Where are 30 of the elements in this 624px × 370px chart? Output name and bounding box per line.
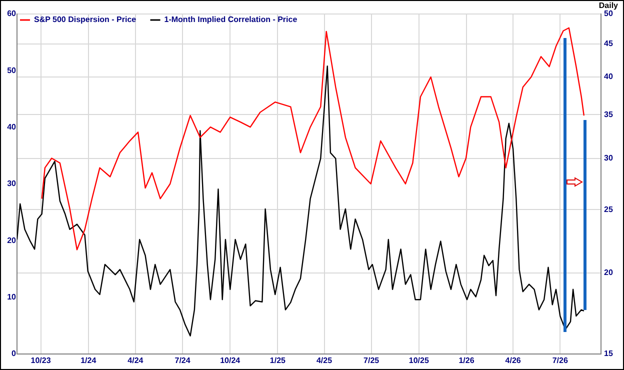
legend-label: 1-Month Implied Correlation - Price	[164, 15, 298, 24]
x-tick-label: 1/26	[458, 356, 475, 366]
x-tick-label: 4/24	[128, 356, 144, 366]
x-tick-label: 10/23	[30, 356, 52, 366]
x-tick-label: 4/25	[316, 356, 333, 366]
x-tick-label: 10/24	[220, 356, 241, 366]
x-tick-label: 7/24	[174, 356, 191, 366]
y2-tick-label: 20	[604, 268, 614, 277]
y2-tick-label: 50	[604, 9, 614, 18]
y2-tick-label: 25	[604, 204, 614, 214]
x-tick-label: 1/24	[80, 356, 97, 366]
x-tick-label: 1/25	[270, 356, 286, 366]
y2-tick-label: 15	[604, 349, 614, 358]
x-tick-label: 10/25	[408, 356, 430, 366]
y-tick-label: 0	[12, 349, 17, 358]
y-tick-label: 50	[7, 66, 17, 75]
y-tick-label: 40	[7, 122, 17, 132]
y-tick-label: 10	[7, 292, 17, 302]
y2-tick-label: 35	[604, 110, 614, 119]
x-tick-label: 7/25	[364, 356, 380, 366]
y-tick-label: 60	[7, 9, 17, 18]
y2-tick-label: 45	[604, 38, 614, 48]
legend-label: S&P 500 Dispersion - Price	[34, 15, 137, 24]
text: Daily	[598, 1, 619, 10]
x-tick-label: 7/26	[552, 356, 568, 366]
y-tick-label: 30	[7, 179, 17, 188]
y2-tick-label: 30	[604, 153, 614, 162]
x-tick-label: 4/26	[505, 356, 522, 366]
y2-tick-label: 40	[604, 72, 614, 82]
y-tick-label: 20	[7, 236, 17, 245]
